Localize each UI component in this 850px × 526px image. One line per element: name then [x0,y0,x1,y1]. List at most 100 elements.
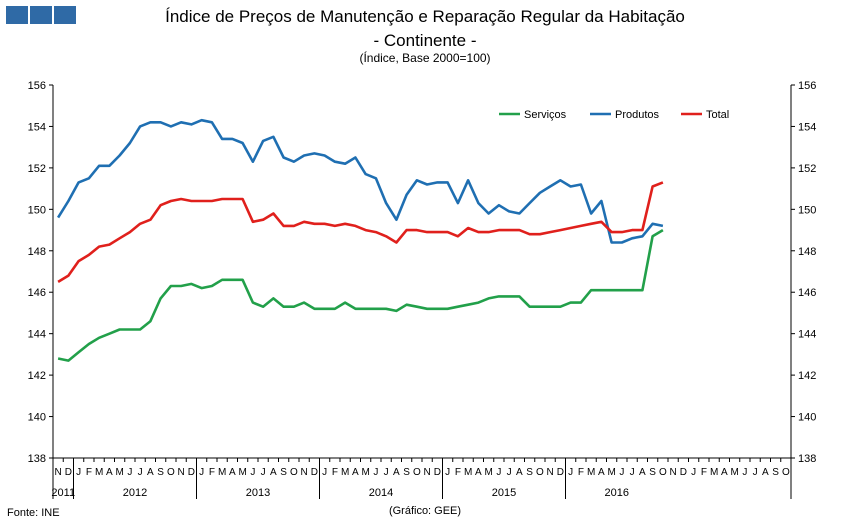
y-tick-label-left: 156 [28,80,46,92]
y-tick-label-right: 152 [798,163,816,175]
month-label: A [762,467,769,478]
month-label: D [188,467,195,478]
month-label: F [578,467,584,478]
month-label: A [270,467,277,478]
y-tick-label-left: 150 [28,204,46,216]
month-label: S [280,467,287,478]
y-tick-label-left: 146 [28,287,46,299]
month-label: J [691,467,696,478]
year-label: 2016 [605,487,629,499]
month-label: J [199,467,204,478]
month-label: M [361,467,369,478]
month-label: A [352,467,359,478]
y-tick-label-right: 138 [798,453,816,465]
y-tick-label-left: 148 [28,246,46,258]
month-label: D [680,467,687,478]
month-label: N [670,467,677,478]
y-tick-label-left: 142 [28,370,46,382]
month-label: M [730,467,738,478]
month-label: N [55,467,62,478]
year-label: 2013 [246,487,270,499]
month-label: O [290,467,298,478]
y-tick-label-left: 138 [28,453,46,465]
month-label: F [332,467,338,478]
month-label: O [782,467,790,478]
month-label: N [424,467,431,478]
month-label: J [568,467,573,478]
month-label: J [76,467,81,478]
month-label: A [598,467,605,478]
month-label: J [753,467,758,478]
y-tick-label-right: 144 [798,329,816,341]
month-label: J [384,467,389,478]
y-tick-label-right: 154 [798,121,816,133]
month-label: D [557,467,564,478]
month-label: A [475,467,482,478]
logo-block-3 [54,6,76,24]
month-label: M [464,467,472,478]
chart-subtitle: - Continente - [373,31,477,50]
legend-label-serviços: Serviços [524,109,567,121]
y-tick-label-right: 140 [798,412,816,424]
year-label: 2011 [51,487,75,499]
month-label: M [115,467,123,478]
month-label: M [587,467,595,478]
month-label: M [341,467,349,478]
month-label: M [238,467,246,478]
series-line-serviços [57,228,664,362]
y-tick-label-left: 154 [28,121,46,133]
month-label: M [607,467,615,478]
month-label: J [507,467,512,478]
month-label: F [209,467,215,478]
chart-unit-note: (Índice, Base 2000=100) [359,51,491,65]
month-label: D [434,467,441,478]
month-label: F [455,467,461,478]
series-line-total [57,181,664,284]
y-tick-label-left: 140 [28,412,46,424]
chart-legend: Serviços Produtos Total [499,109,729,121]
chart-credit: (Gráfico: GEE) [388,505,462,517]
month-label: M [484,467,492,478]
legend-label-total: Total [706,109,729,121]
month-label: S [649,467,656,478]
month-label: N [301,467,308,478]
y-tick-label-left: 144 [28,329,46,341]
month-label: J [322,467,327,478]
legend-label-produtos: Produtos [615,109,660,121]
month-label: J [138,467,143,478]
month-label: A [229,467,236,478]
chart-axes: 138 138 140 140 142 142 144 144 146 146 148 148 150 1… [28,80,816,499]
month-label: A [393,467,400,478]
month-label: D [311,467,318,478]
month-label: S [772,467,779,478]
month-label: F [86,467,92,478]
year-label: 2012 [123,487,147,499]
logo-block-1 [6,6,28,24]
month-label: J [373,467,378,478]
month-label: J [496,467,501,478]
source-note: Fonte: INE [7,507,60,519]
month-label: J [742,467,747,478]
month-label: J [630,467,635,478]
month-label: O [413,467,421,478]
y-tick-label-right: 156 [798,80,816,92]
month-label: M [95,467,103,478]
y-tick-label-right: 146 [798,287,816,299]
month-label: N [547,467,554,478]
month-label: M [710,467,718,478]
year-label: 2015 [492,487,516,499]
chart-series [56,118,664,362]
y-tick-label-right: 148 [798,246,816,258]
month-label: A [147,467,154,478]
y-tick-label-right: 150 [798,204,816,216]
month-label: O [659,467,667,478]
month-label: O [167,467,175,478]
month-label: A [516,467,523,478]
month-label: S [403,467,410,478]
series-line-produtos [56,118,664,244]
month-label: O [536,467,544,478]
chart-title: Índice de Preços de Manutenção e Reparaç… [165,7,685,26]
month-label: N [178,467,185,478]
month-label: A [721,467,728,478]
month-label: J [127,467,132,478]
